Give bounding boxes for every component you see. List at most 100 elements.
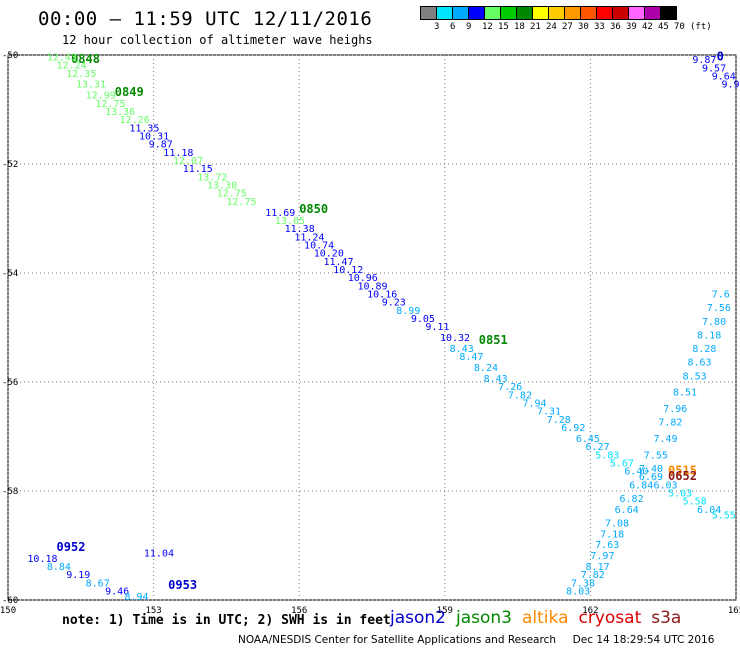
wave-height-label: 8.67 (86, 578, 110, 589)
wave-height-label: 7.40 (639, 464, 663, 475)
wave-height-label: 7.08 (605, 518, 629, 529)
wave-height-label: 12.26 (120, 115, 150, 126)
wave-height-label: 10.96 (348, 273, 378, 284)
wave-height-label: 9.64 (712, 72, 736, 83)
scale-label: 12 (482, 22, 493, 32)
legend-altika: altika (522, 608, 569, 628)
scale-label: (ft) (690, 22, 712, 32)
scale-label: 3 (434, 22, 440, 32)
legend-jason2: jason2 (390, 608, 446, 628)
wave-height-label: 5.55 (712, 510, 736, 521)
wave-height-label: 7.18 (600, 529, 624, 540)
wave-height-label: 7.38 (571, 578, 595, 589)
wave-height-label: 6.45 (576, 434, 600, 445)
note-text: note: 1) Time is in UTC; 2) SWH is in fe… (62, 613, 391, 628)
chart-subtitle: 12 hour collection of altimeter wave hei… (62, 33, 373, 47)
wave-height-label: 5.67 (610, 458, 634, 469)
wave-height-label: 8.51 (673, 388, 697, 399)
color-scale-labels: 3 6 9 12 15 18 21 24 27 30 33 36 39 42 45 70 (ft) (420, 22, 740, 34)
scale-label: 18 (514, 22, 525, 32)
wave-height-label: 13.30 (207, 181, 237, 192)
scale-swatch (660, 6, 677, 20)
x-tick-label: 156 (291, 606, 307, 616)
wave-height-label: 10.16 (367, 290, 397, 301)
wave-height-label: 11.35 (129, 123, 159, 134)
wave-height-label: 7.26 (498, 382, 522, 393)
wave-height-label: 10.89 (357, 281, 387, 292)
wave-height-label: 9.9 (721, 80, 739, 91)
wave-height-label: 8.18 (697, 330, 721, 341)
wave-height-label: 12.75 (217, 189, 247, 200)
wave-height-label: 7.82 (508, 390, 532, 401)
wave-height-label: 12.35 (66, 69, 96, 80)
wave-height-label: 10.12 (333, 265, 363, 276)
wave-height-label: 10.32 (440, 333, 470, 344)
scale-label: 42 (642, 22, 653, 32)
wave-height-label: 11.24 (294, 232, 324, 243)
wave-height-label: 13.36 (105, 107, 135, 118)
wave-height-label: 13.72 (197, 172, 227, 183)
footer-credit: NOAA/NESDIS Center for Satellite Applica… (238, 634, 715, 646)
wave-height-label: 6.27 (586, 442, 610, 453)
pass-time-label: 0953 (168, 578, 197, 592)
wave-height-label: 9.87 (149, 140, 173, 151)
scale-label: 21 (530, 22, 541, 32)
wave-height-label: 13.05 (275, 216, 305, 227)
color-scale (420, 6, 677, 20)
wave-height-label: 12.99 (86, 91, 116, 102)
pass-time-label: 0849 (115, 85, 144, 99)
wave-height-label: 11.18 (163, 148, 193, 159)
y-tick-label: -54 (2, 269, 18, 279)
wave-height-label: 11.38 (285, 224, 315, 235)
wave-height-label: 11.47 (323, 257, 353, 268)
wave-height-label: 8.43 (484, 374, 508, 385)
wave-height-label: 8.43 (450, 344, 474, 355)
wave-height-label: 7.82 (581, 570, 605, 581)
wave-height-label: 8.17 (586, 562, 610, 573)
wave-height-label: 7.55 (644, 450, 668, 461)
x-tick-label: 162 (582, 606, 598, 616)
x-tick-label: 153 (145, 606, 161, 616)
x-tick-label: 165 (728, 606, 740, 616)
wave-height-label: 9.05 (411, 314, 435, 325)
wave-height-label: 9.87 (692, 55, 716, 66)
y-tick-label: -52 (2, 160, 18, 170)
wave-height-label: 7.56 (707, 303, 731, 314)
wave-height-label: 7.6 (712, 290, 730, 301)
wave-height-label: 5.03 (668, 488, 692, 499)
wave-height-label: 8.84 (47, 562, 71, 573)
wave-height-label: 12.24 (57, 61, 87, 72)
pass-time-label: 0848 (71, 52, 100, 66)
wave-height-label: 8.47 (459, 352, 483, 363)
y-tick-label: -60 (2, 596, 18, 606)
wave-height-label: 7.82 (658, 418, 682, 429)
wave-height-label: 12.75 (226, 197, 256, 208)
scale-label: 70 (674, 22, 685, 32)
wave-height-label: 7.94 (522, 399, 546, 410)
wave-height-label: 13.31 (76, 80, 106, 91)
satellite-legend: jason2 jason3 altika cryosat s3a (390, 608, 691, 628)
scale-label: 15 (498, 22, 509, 32)
wave-height-label: 9.23 (382, 298, 406, 309)
wave-height-label: 9.57 (702, 63, 726, 74)
wave-height-label: 9.19 (66, 570, 90, 581)
wave-height-label: 10.74 (304, 240, 334, 251)
wave-height-label: 7.97 (590, 551, 614, 562)
scale-label: 9 (466, 22, 472, 32)
scale-label: 33 (594, 22, 605, 32)
wave-height-label: 8.94 (124, 592, 148, 603)
wave-height-label: 6.40 (624, 467, 648, 478)
scale-label: 24 (546, 22, 557, 32)
wave-height-label: 12.07 (173, 156, 203, 167)
scale-label: 36 (610, 22, 621, 32)
scale-label: 45 (658, 22, 669, 32)
legend-s3a: s3a (651, 608, 682, 628)
wave-height-label: 7.63 (595, 540, 619, 551)
scale-label: 39 (626, 22, 637, 32)
pass-time-label: 0 (717, 49, 724, 63)
wave-height-label: 12.75 (95, 99, 125, 110)
wave-height-label: 7.28 (547, 415, 571, 426)
wave-height-label: 6.92 (561, 423, 585, 434)
wave-height-label: 6.03 (653, 480, 677, 491)
